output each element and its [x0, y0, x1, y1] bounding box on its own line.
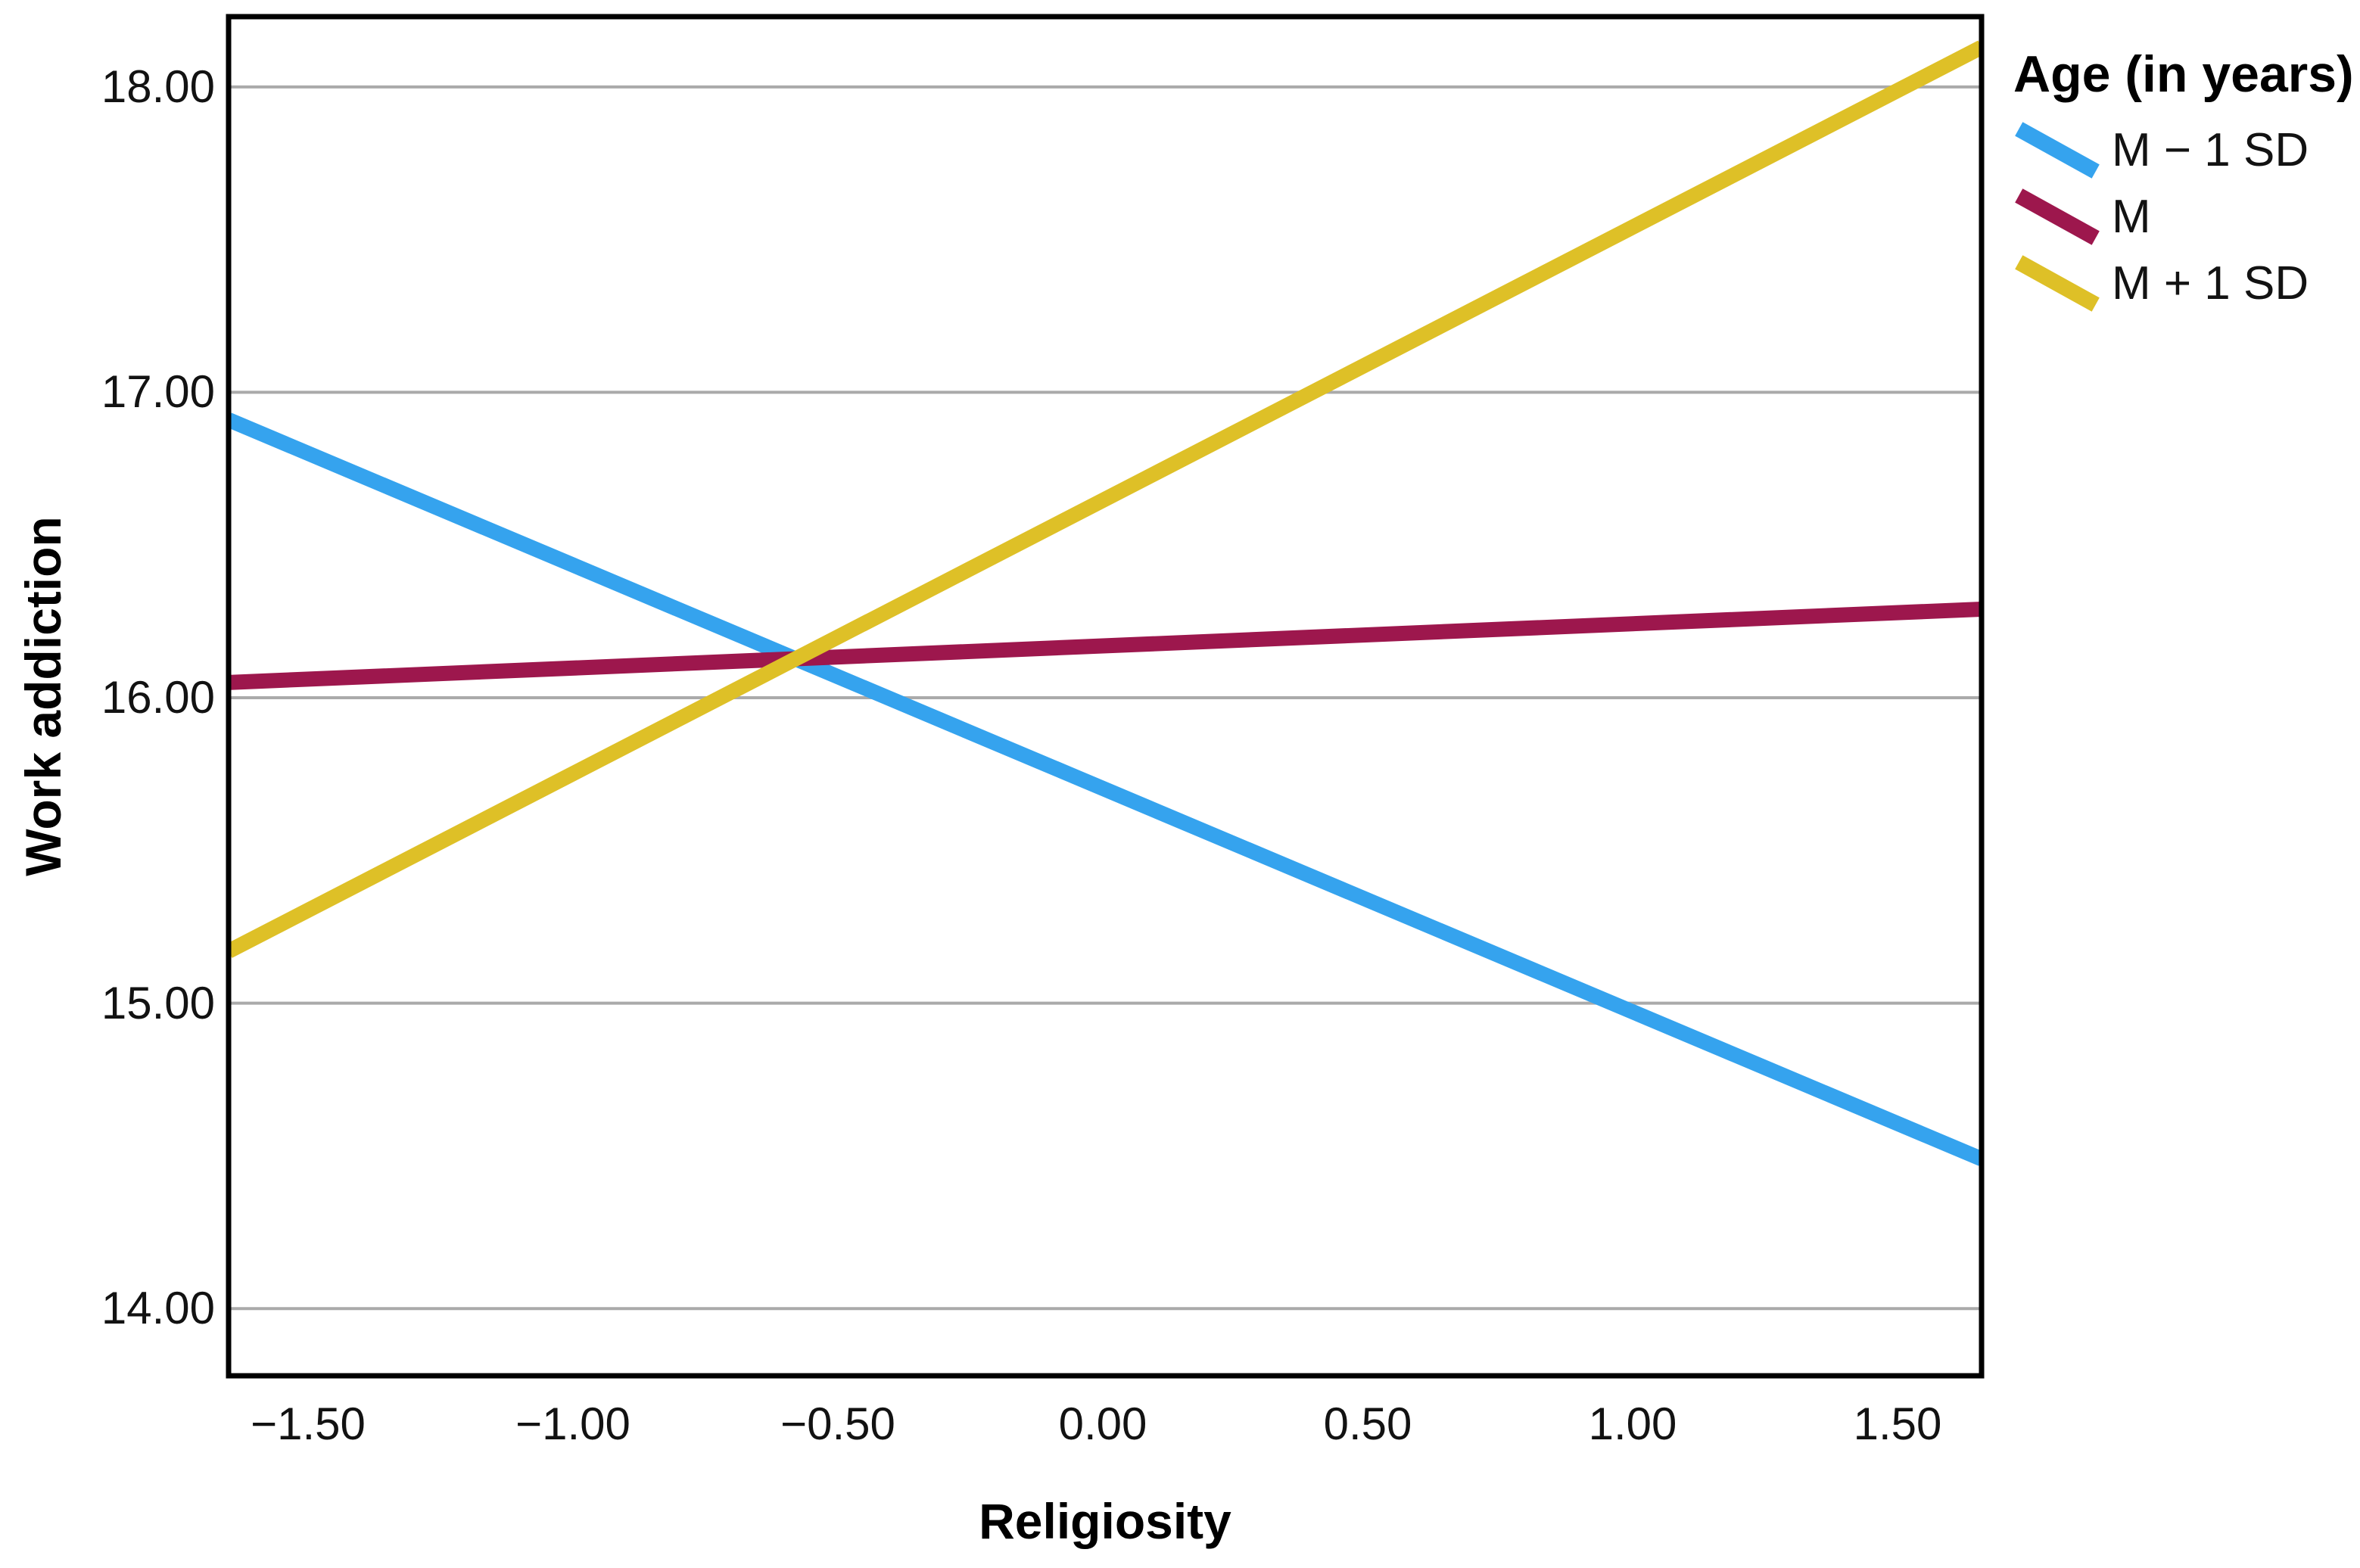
x-tick-label: 1.50: [1853, 1398, 1942, 1449]
legend-label: M + 1 SD: [2112, 257, 2309, 310]
legend-label: M: [2112, 190, 2151, 243]
series-line-0: [229, 412, 1982, 1166]
x-tick-label: −0.50: [780, 1398, 895, 1449]
y-axis-title: Work addiction: [15, 516, 71, 876]
legend-title: Age (in years): [2013, 45, 2354, 103]
legend-label: M − 1 SD: [2112, 123, 2309, 176]
y-tick-label: 14.00: [101, 1283, 215, 1333]
legend-item: M + 1 SD: [2013, 250, 2354, 316]
x-tick-label: 0.00: [1058, 1398, 1147, 1449]
y-tick-label: 16.00: [101, 672, 215, 723]
legend-item: M: [2013, 183, 2354, 250]
series-line-1: [229, 601, 1982, 690]
x-tick-label: 0.50: [1323, 1398, 1412, 1449]
legend-swatch-m-plus-1sd: [2015, 254, 2100, 312]
x-tick-label: −1.00: [515, 1398, 630, 1449]
legend-swatch-m-minus-1sd: [2015, 121, 2100, 179]
x-tick-label: −1.50: [251, 1398, 366, 1449]
y-tick-label: 18.00: [101, 61, 215, 112]
series-line-2: [229, 40, 1982, 958]
legend-item: M − 1 SD: [2013, 117, 2354, 183]
y-tick-label: 15.00: [101, 978, 215, 1028]
legend: Age (in years) M − 1 SD M M + 1 SD: [2013, 44, 2354, 316]
plot-frame: [226, 14, 1985, 1379]
y-tick-label: 17.00: [101, 366, 215, 417]
legend-swatch-m: [2015, 188, 2100, 245]
x-axis-title: Religiosity: [979, 1493, 1231, 1549]
x-tick-label: 1.00: [1588, 1398, 1677, 1449]
